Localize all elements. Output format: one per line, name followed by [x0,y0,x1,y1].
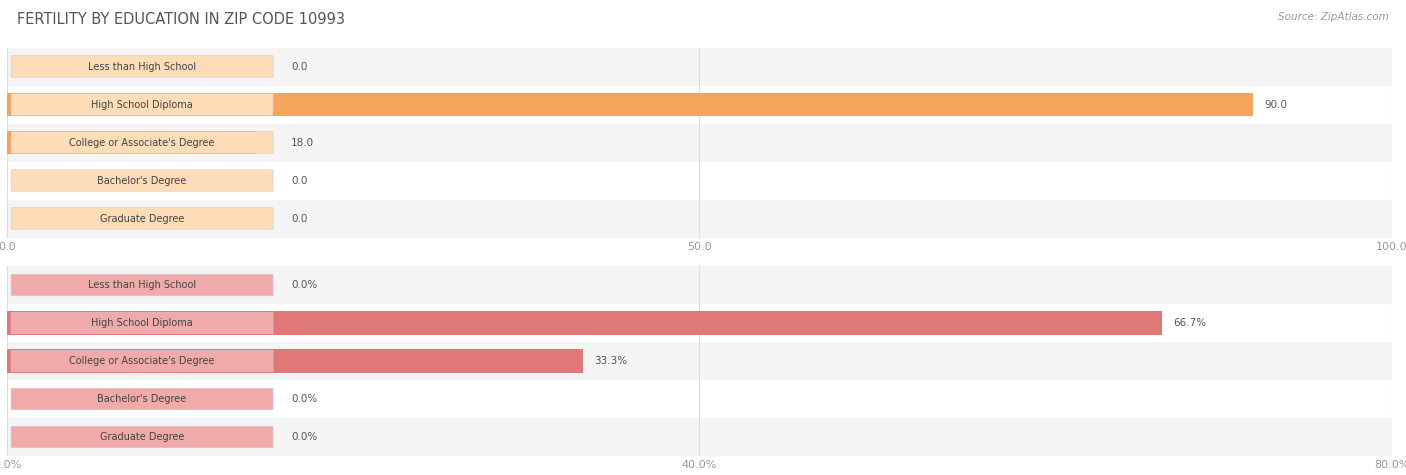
Bar [7,349,583,373]
Text: College or Associate's Degree: College or Associate's Degree [69,137,215,148]
Text: 0.0: 0.0 [291,61,308,72]
Bar [7,418,1392,456]
Bar [7,200,1392,238]
FancyBboxPatch shape [11,274,273,296]
Text: 18.0: 18.0 [291,137,314,148]
Text: 0.0: 0.0 [291,213,308,224]
Bar [7,131,256,154]
FancyBboxPatch shape [11,208,273,229]
Bar [7,311,1161,335]
FancyBboxPatch shape [11,94,273,115]
Text: 0.0: 0.0 [291,175,308,186]
Text: Graduate Degree: Graduate Degree [100,213,184,224]
Text: 0.0%: 0.0% [291,394,318,404]
FancyBboxPatch shape [11,56,273,77]
Text: 0.0%: 0.0% [291,432,318,442]
FancyBboxPatch shape [11,388,273,410]
Bar [7,93,1254,116]
Bar [7,342,1392,380]
Text: 66.7%: 66.7% [1173,318,1206,328]
Text: High School Diploma: High School Diploma [91,318,193,328]
Text: 90.0: 90.0 [1264,99,1288,110]
Bar [7,124,1392,162]
Text: Less than High School: Less than High School [89,280,195,290]
FancyBboxPatch shape [11,426,273,448]
Text: FERTILITY BY EDUCATION IN ZIP CODE 10993: FERTILITY BY EDUCATION IN ZIP CODE 10993 [17,12,344,27]
Bar [7,48,1392,86]
Text: 33.3%: 33.3% [595,356,627,366]
FancyBboxPatch shape [11,132,273,153]
Bar [7,380,1392,418]
Text: Bachelor's Degree: Bachelor's Degree [97,394,187,404]
Bar [7,266,1392,304]
Text: Source: ZipAtlas.com: Source: ZipAtlas.com [1278,12,1389,22]
Text: 0.0%: 0.0% [291,280,318,290]
FancyBboxPatch shape [11,312,273,334]
Bar [7,86,1392,124]
Bar [7,162,1392,199]
Text: Less than High School: Less than High School [89,61,195,72]
FancyBboxPatch shape [11,350,273,372]
Text: Graduate Degree: Graduate Degree [100,432,184,442]
FancyBboxPatch shape [11,170,273,191]
Text: High School Diploma: High School Diploma [91,99,193,110]
Text: Bachelor's Degree: Bachelor's Degree [97,175,187,186]
Text: College or Associate's Degree: College or Associate's Degree [69,356,215,366]
Bar [7,304,1392,342]
